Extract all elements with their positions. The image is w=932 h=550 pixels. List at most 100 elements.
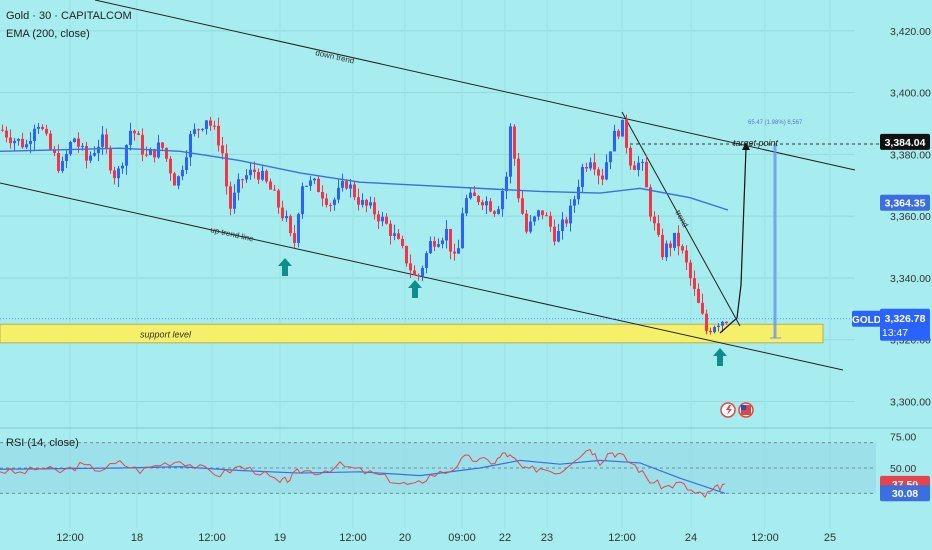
rsi-legend[interactable]: RSI (14, close)	[6, 437, 79, 449]
candle-body	[405, 246, 408, 264]
projection-path	[719, 147, 747, 334]
candle-body	[461, 213, 464, 249]
up-arrow-icon	[408, 280, 422, 298]
candle-body	[449, 228, 452, 252]
candle-body	[257, 171, 260, 180]
candle-body	[213, 125, 216, 127]
candle-body	[657, 223, 660, 235]
trend-line	[621, 111, 741, 327]
candle-body	[349, 184, 352, 189]
symbol-title[interactable]: Gold · 30 · CAPITALCOM	[6, 10, 132, 22]
candle-body	[161, 142, 164, 148]
candle-body	[593, 162, 596, 170]
candle-body	[209, 120, 212, 126]
candle-body	[201, 128, 204, 130]
candle-body	[413, 270, 416, 275]
candle-body	[149, 149, 152, 156]
candle-body	[297, 214, 300, 243]
candle-body	[433, 241, 436, 247]
rsi-tick-label: 50.00	[890, 463, 916, 475]
candle-body	[45, 128, 48, 134]
candle-body	[93, 153, 96, 156]
candle-body	[145, 154, 148, 156]
target-price-tag-bg	[880, 133, 930, 150]
candle-body	[481, 202, 484, 206]
candle-body	[617, 130, 620, 137]
candle-body	[289, 216, 292, 234]
candle-body	[421, 267, 424, 277]
candle-body	[469, 192, 472, 199]
candle-body	[601, 175, 604, 180]
candle-body	[173, 173, 176, 186]
candle-body	[357, 197, 360, 205]
candle-body	[129, 130, 132, 146]
candle-body	[177, 176, 180, 186]
candle-body	[241, 179, 244, 181]
candle-body	[513, 126, 516, 159]
candle-body	[37, 126, 40, 129]
candle-body	[61, 161, 64, 171]
candle-body	[105, 134, 108, 149]
candle-body	[73, 138, 76, 143]
candle-body	[281, 207, 284, 219]
candle-body	[653, 216, 656, 224]
candle-body	[529, 221, 532, 232]
candle-body	[17, 138, 20, 141]
candle-body	[401, 238, 404, 247]
price-tick-label: 3,360.00	[890, 211, 931, 223]
time-tick-label: 20	[399, 532, 411, 544]
candles	[1, 114, 728, 335]
candle-body	[549, 215, 552, 227]
candle-body	[545, 215, 548, 217]
lightning-icon-glyph	[726, 405, 732, 415]
candle-body	[521, 198, 524, 214]
candle-body	[689, 262, 692, 279]
candle-body	[197, 129, 200, 131]
candle-body	[301, 186, 304, 215]
candle-body	[393, 233, 396, 236]
candle-body	[517, 158, 520, 199]
time-tick-label: 12:00	[56, 532, 84, 544]
candle-body	[137, 133, 140, 135]
candle-body	[505, 176, 508, 191]
candle-body	[65, 154, 68, 162]
ema-line-group	[0, 147, 729, 211]
candle-body	[329, 204, 332, 206]
candle-body	[49, 133, 52, 150]
rsi-line	[0, 448, 726, 499]
candle-body	[33, 128, 36, 141]
candle-body	[189, 134, 192, 158]
candle-body	[665, 243, 668, 258]
candle-body	[385, 216, 388, 224]
candle-body	[269, 181, 272, 190]
candle-body	[29, 140, 32, 145]
candle-body	[333, 199, 336, 205]
candle-body	[185, 157, 188, 170]
price-tick-label: 3,420.00	[890, 26, 931, 38]
candle-body	[293, 233, 296, 243]
candle-body	[381, 216, 384, 222]
candle-body	[661, 234, 664, 258]
candle-body	[89, 155, 92, 161]
candle-body	[701, 302, 704, 314]
candle-body	[389, 223, 392, 236]
measure-label: 65.47 (1.98%) 6,567	[748, 120, 803, 126]
candle-body	[669, 243, 672, 248]
ema-price-tag-bg	[880, 194, 930, 211]
rsi-ma-line	[0, 459, 726, 494]
candle-body	[305, 185, 308, 187]
ema-price-tag: 3,364.35	[885, 198, 926, 210]
ema-legend[interactable]: EMA (200, close)	[6, 28, 90, 40]
candle-body	[437, 244, 440, 247]
candle-body	[553, 226, 556, 242]
time-tick-label: 12:00	[198, 532, 226, 544]
candle-body	[509, 126, 512, 177]
candle-body	[249, 169, 252, 176]
support-zone: support level	[0, 323, 824, 344]
candle-body	[625, 119, 628, 148]
candle-body	[365, 199, 368, 206]
price-tick-label: 3,380.00	[890, 149, 931, 161]
candle-body	[417, 274, 420, 277]
